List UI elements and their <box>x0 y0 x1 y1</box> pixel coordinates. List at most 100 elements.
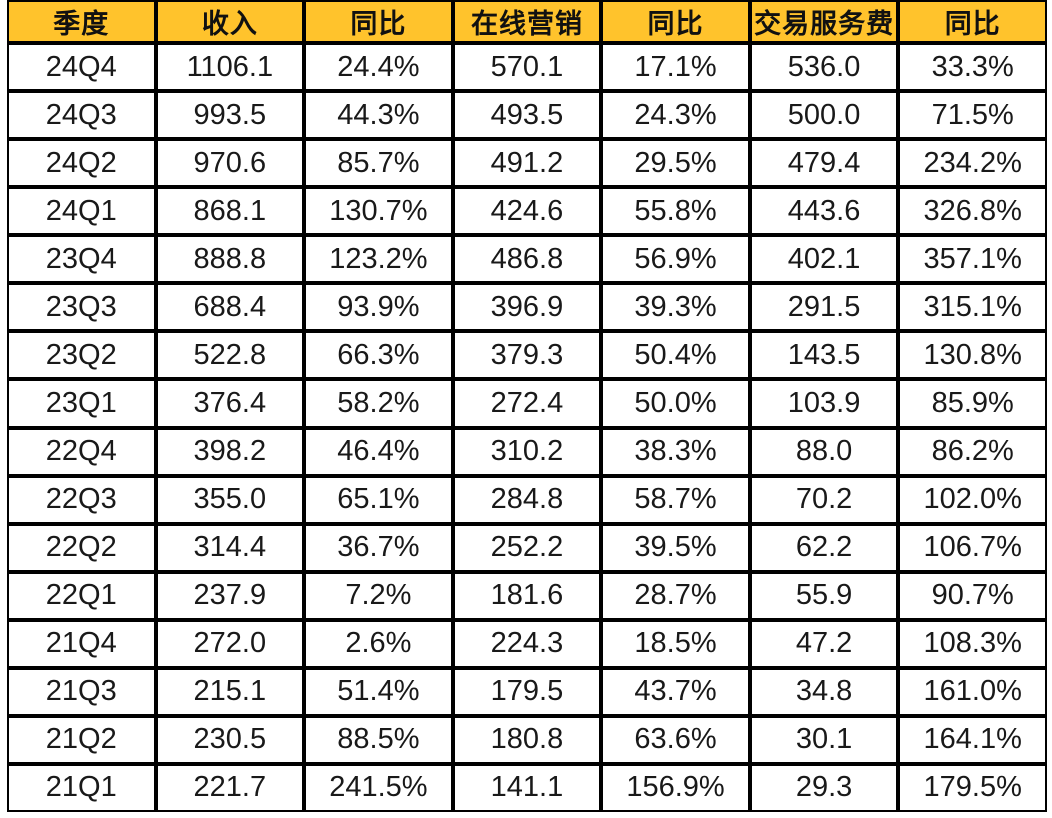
value-cell-transaction-service-fee: 55.9 <box>749 571 899 620</box>
value-cell-yoy: 315.1% <box>898 283 1047 332</box>
quarter-cell: 24Q1 <box>7 187 156 236</box>
table-row: 22Q4 398.2 46.4% 310.2 38.3% 88.0 86.2% <box>7 427 1047 476</box>
value-cell-revenue: 888.8 <box>155 235 305 284</box>
value-cell-transaction-service-fee: 500.0 <box>749 91 899 140</box>
value-cell-revenue: 355.0 <box>155 475 305 524</box>
value-cell-transaction-service-fee: 34.8 <box>749 667 899 716</box>
value-cell-online-marketing: 310.2 <box>452 427 602 476</box>
value-cell-yoy: 130.8% <box>898 331 1047 380</box>
column-header-online-marketing: 在线营销 <box>452 0 602 43</box>
value-cell-transaction-service-fee: 47.2 <box>749 619 899 668</box>
value-cell-yoy: 108.3% <box>898 619 1047 668</box>
value-cell-revenue: 230.5 <box>155 715 305 764</box>
column-header-transaction-service-fee: 交易服务费 <box>749 0 899 43</box>
table-body: 24Q4 1106.1 24.4% 570.1 17.1% 536.0 33.3% 24Q3 9… <box>7 43 1047 812</box>
value-cell-transaction-service-fee: 291.5 <box>749 283 899 332</box>
quarter-cell: 21Q3 <box>7 667 156 716</box>
quarter-cell: 23Q2 <box>7 331 156 380</box>
value-cell-yoy: 46.4% <box>304 427 453 476</box>
quarter-cell: 23Q1 <box>7 379 156 428</box>
value-cell-yoy: 161.0% <box>898 667 1047 716</box>
value-cell-revenue: 272.0 <box>155 619 305 668</box>
table-row: 21Q4 272.0 2.6% 224.3 18.5% 47.2 108.3% <box>7 619 1047 668</box>
value-cell-yoy: 18.5% <box>601 619 750 668</box>
value-cell-online-marketing: 181.6 <box>452 571 602 620</box>
value-cell-yoy: 85.9% <box>898 379 1047 428</box>
table-header-row: 季度 收入 同比 在线营销 同比 交易服务费 同比 <box>7 0 1047 43</box>
value-cell-revenue: 398.2 <box>155 427 305 476</box>
table-row: 21Q2 230.5 88.5% 180.8 63.6% 30.1 164.1% <box>7 715 1047 764</box>
table-row: 22Q1 237.9 7.2% 181.6 28.7% 55.9 90.7% <box>7 571 1047 620</box>
value-cell-yoy: 39.3% <box>601 283 750 332</box>
value-cell-yoy: 357.1% <box>898 235 1047 284</box>
value-cell-revenue: 970.6 <box>155 139 305 188</box>
value-cell-transaction-service-fee: 88.0 <box>749 427 899 476</box>
value-cell-yoy: 102.0% <box>898 475 1047 524</box>
quarter-cell: 23Q3 <box>7 283 156 332</box>
quarter-cell: 24Q4 <box>7 43 156 92</box>
value-cell-yoy: 39.5% <box>601 523 750 572</box>
value-cell-yoy: 326.8% <box>898 187 1047 236</box>
value-cell-yoy: 17.1% <box>601 43 750 92</box>
value-cell-yoy: 65.1% <box>304 475 453 524</box>
table-header: 季度 收入 同比 在线营销 同比 交易服务费 同比 <box>7 0 1047 43</box>
value-cell-yoy: 90.7% <box>898 571 1047 620</box>
value-cell-yoy: 66.3% <box>304 331 453 380</box>
table-row: 21Q3 215.1 51.4% 179.5 43.7% 34.8 161.0% <box>7 667 1047 716</box>
quarter-cell: 21Q1 <box>7 763 156 812</box>
value-cell-revenue: 868.1 <box>155 187 305 236</box>
table-row: 24Q4 1106.1 24.4% 570.1 17.1% 536.0 33.3% <box>7 43 1047 92</box>
value-cell-transaction-service-fee: 29.3 <box>749 763 899 812</box>
table-row: 23Q1 376.4 58.2% 272.4 50.0% 103.9 85.9% <box>7 379 1047 428</box>
column-header-yoy: 同比 <box>601 0 750 43</box>
value-cell-yoy: 179.5% <box>898 763 1047 812</box>
value-cell-online-marketing: 179.5 <box>452 667 602 716</box>
value-cell-transaction-service-fee: 103.9 <box>749 379 899 428</box>
quarter-cell: 22Q4 <box>7 427 156 476</box>
value-cell-yoy: 55.8% <box>601 187 750 236</box>
value-cell-transaction-service-fee: 70.2 <box>749 475 899 524</box>
value-cell-yoy: 50.4% <box>601 331 750 380</box>
value-cell-yoy: 50.0% <box>601 379 750 428</box>
value-cell-yoy: 156.9% <box>601 763 750 812</box>
table-row: 21Q1 221.7 241.5% 141.1 156.9% 29.3 179.5% <box>7 763 1047 812</box>
value-cell-online-marketing: 379.3 <box>452 331 602 380</box>
quarter-cell: 23Q4 <box>7 235 156 284</box>
value-cell-yoy: 106.7% <box>898 523 1047 572</box>
value-cell-yoy: 44.3% <box>304 91 453 140</box>
value-cell-yoy: 7.2% <box>304 571 453 620</box>
value-cell-yoy: 28.7% <box>601 571 750 620</box>
value-cell-online-marketing: 424.6 <box>452 187 602 236</box>
value-cell-revenue: 993.5 <box>155 91 305 140</box>
value-cell-yoy: 71.5% <box>898 91 1047 140</box>
value-cell-revenue: 1106.1 <box>155 43 305 92</box>
value-cell-yoy: 58.7% <box>601 475 750 524</box>
quarter-cell: 22Q1 <box>7 571 156 620</box>
value-cell-yoy: 85.7% <box>304 139 453 188</box>
column-header-quarter: 季度 <box>7 0 156 43</box>
table-row: 23Q3 688.4 93.9% 396.9 39.3% 291.5 315.1% <box>7 283 1047 332</box>
value-cell-yoy: 241.5% <box>304 763 453 812</box>
value-cell-yoy: 93.9% <box>304 283 453 332</box>
column-header-yoy: 同比 <box>898 0 1047 43</box>
table-row: 23Q2 522.8 66.3% 379.3 50.4% 143.5 130.8% <box>7 331 1047 380</box>
value-cell-yoy: 29.5% <box>601 139 750 188</box>
table-row: 23Q4 888.8 123.2% 486.8 56.9% 402.1 357.1% <box>7 235 1047 284</box>
value-cell-online-marketing: 180.8 <box>452 715 602 764</box>
value-cell-yoy: 86.2% <box>898 427 1047 476</box>
value-cell-revenue: 215.1 <box>155 667 305 716</box>
value-cell-yoy: 43.7% <box>601 667 750 716</box>
value-cell-yoy: 58.2% <box>304 379 453 428</box>
value-cell-yoy: 88.5% <box>304 715 453 764</box>
value-cell-online-marketing: 224.3 <box>452 619 602 668</box>
value-cell-revenue: 237.9 <box>155 571 305 620</box>
value-cell-online-marketing: 493.5 <box>452 91 602 140</box>
value-cell-online-marketing: 486.8 <box>452 235 602 284</box>
value-cell-transaction-service-fee: 30.1 <box>749 715 899 764</box>
table-row: 24Q2 970.6 85.7% 491.2 29.5% 479.4 234.2% <box>7 139 1047 188</box>
value-cell-online-marketing: 272.4 <box>452 379 602 428</box>
table-row: 24Q1 868.1 130.7% 424.6 55.8% 443.6 326.8% <box>7 187 1047 236</box>
quarter-cell: 24Q3 <box>7 91 156 140</box>
table-row: 22Q3 355.0 65.1% 284.8 58.7% 70.2 102.0% <box>7 475 1047 524</box>
quarter-cell: 22Q2 <box>7 523 156 572</box>
